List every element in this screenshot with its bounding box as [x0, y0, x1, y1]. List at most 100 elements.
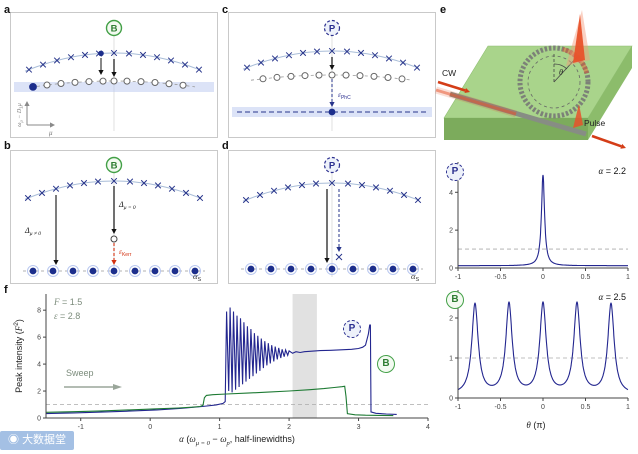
panel-label-b: b — [4, 140, 11, 152]
panel-f-chart: -1 0 1 2 3 4 0 2 4 6 8 — [37, 294, 430, 431]
panel-f-F-annotation: F = 1.5 — [54, 297, 83, 307]
badge-b-label: B — [111, 24, 118, 35]
watermark: ◉ 大数据堂 — [0, 431, 75, 450]
occupied-mode-marker — [131, 267, 139, 275]
panel-label-e: e — [440, 4, 447, 16]
y-tick-label: 2 — [449, 228, 453, 235]
x-marker — [270, 187, 278, 194]
dashed-transition-arrow-head — [336, 247, 342, 252]
x-marker — [313, 48, 321, 55]
badge-b-label: B — [111, 161, 118, 172]
badge-b-circle — [105, 156, 123, 174]
empty-mode-marker — [71, 78, 79, 86]
empty-mode-marker — [259, 75, 267, 83]
x-marker — [399, 59, 407, 66]
watermark-icon: ◉ — [8, 434, 19, 446]
x-marker — [357, 49, 365, 57]
empty-mode-marker — [137, 78, 145, 86]
x-marker — [153, 54, 161, 61]
panel-label-d: d — [222, 140, 229, 152]
occupied-mode-marker — [171, 267, 179, 275]
empty-mode-marker — [315, 71, 323, 79]
alpha-s-label: αS — [411, 271, 419, 283]
mode-halo — [169, 265, 181, 277]
x-marker — [257, 59, 265, 66]
x-marker — [328, 179, 336, 187]
x-tick-label: 2 — [287, 424, 291, 431]
pulse-output-arrow — [591, 134, 622, 148]
panel-c-schematic: εPhC P — [228, 12, 436, 138]
epsilon-kerr-label: εKerr — [119, 247, 132, 258]
x-marker — [285, 52, 293, 59]
y-tick-label: 0 — [449, 396, 453, 403]
x-marker — [140, 179, 148, 187]
phc-shift-arrow-head — [329, 102, 335, 107]
y-axis-arrow-head — [24, 101, 30, 106]
x-tick-label: 1 — [218, 424, 222, 431]
x-marker — [242, 196, 250, 204]
mode-halo — [108, 265, 120, 277]
mode-halo — [305, 263, 317, 275]
plot-b-alpha-annotation: α = 2.5 — [598, 292, 626, 302]
x-marker — [53, 57, 61, 64]
x-tick-label: -0.5 — [494, 404, 506, 411]
x-marker — [385, 55, 393, 62]
curve-B — [45, 385, 394, 417]
transition-arrow-head — [329, 65, 335, 70]
badge-p-label: P — [329, 24, 336, 35]
mode-halo — [326, 263, 338, 275]
forbidden-x-marker — [335, 253, 343, 261]
detuning-arrow-zero-head — [111, 229, 117, 234]
x-marker — [413, 64, 421, 71]
transition-arrow-head — [98, 70, 104, 75]
x-marker — [358, 181, 366, 189]
panel-f-ylabel: Peak intensity (F2) — [13, 319, 24, 393]
x-marker — [298, 181, 306, 189]
occupied-mode-marker — [49, 267, 57, 275]
panel-label-c: c — [222, 4, 229, 16]
occupied-mode-marker — [29, 83, 37, 91]
x-tick-label: 1 — [626, 404, 630, 411]
empty-mode-marker — [99, 77, 107, 85]
soliton-pulse — [573, 14, 585, 63]
plot-p-badge: P — [446, 163, 464, 181]
cw-label: CW — [442, 68, 456, 78]
occupied-mode-marker — [369, 265, 377, 273]
x-marker — [81, 51, 89, 59]
shaded-band — [292, 294, 317, 418]
x-marker — [284, 184, 292, 191]
x-marker — [271, 55, 279, 62]
x-tick-label: 0 — [148, 424, 152, 431]
empty-mode-marker — [151, 79, 159, 87]
panel-a-ylabel: ωμ − D1μ — [17, 103, 24, 126]
x-tick-label: -1 — [455, 404, 461, 411]
x-marker — [299, 49, 307, 57]
x-marker — [154, 182, 162, 189]
occupied-mode-marker — [110, 267, 118, 275]
x-marker — [243, 64, 251, 71]
epsilon-phc-label: εPhC — [338, 90, 351, 101]
empty-mode-marker — [43, 81, 51, 89]
x-marker — [52, 185, 60, 192]
mode-halo — [347, 263, 359, 275]
mode-halo — [367, 263, 379, 275]
y-tick-label: 1 — [449, 356, 453, 363]
x-marker — [110, 49, 118, 57]
empty-mode-marker — [273, 73, 281, 81]
mode-halo — [129, 265, 141, 277]
watermark-text: 大数据堂 — [22, 434, 67, 446]
occupied-mode-marker — [409, 265, 417, 273]
x-marker — [125, 50, 133, 57]
mode-halo — [87, 265, 99, 277]
pump-arrow-head — [324, 258, 330, 263]
empty-mode-marker — [328, 71, 336, 79]
x-tick-label: 0.5 — [581, 274, 591, 281]
x-marker — [386, 187, 394, 194]
mode-halo — [47, 265, 59, 277]
curve-P — [458, 174, 628, 267]
badge-p-circle — [323, 156, 341, 174]
occupied-mode-marker — [151, 267, 159, 275]
x-marker — [126, 178, 134, 185]
x-marker — [168, 185, 176, 192]
